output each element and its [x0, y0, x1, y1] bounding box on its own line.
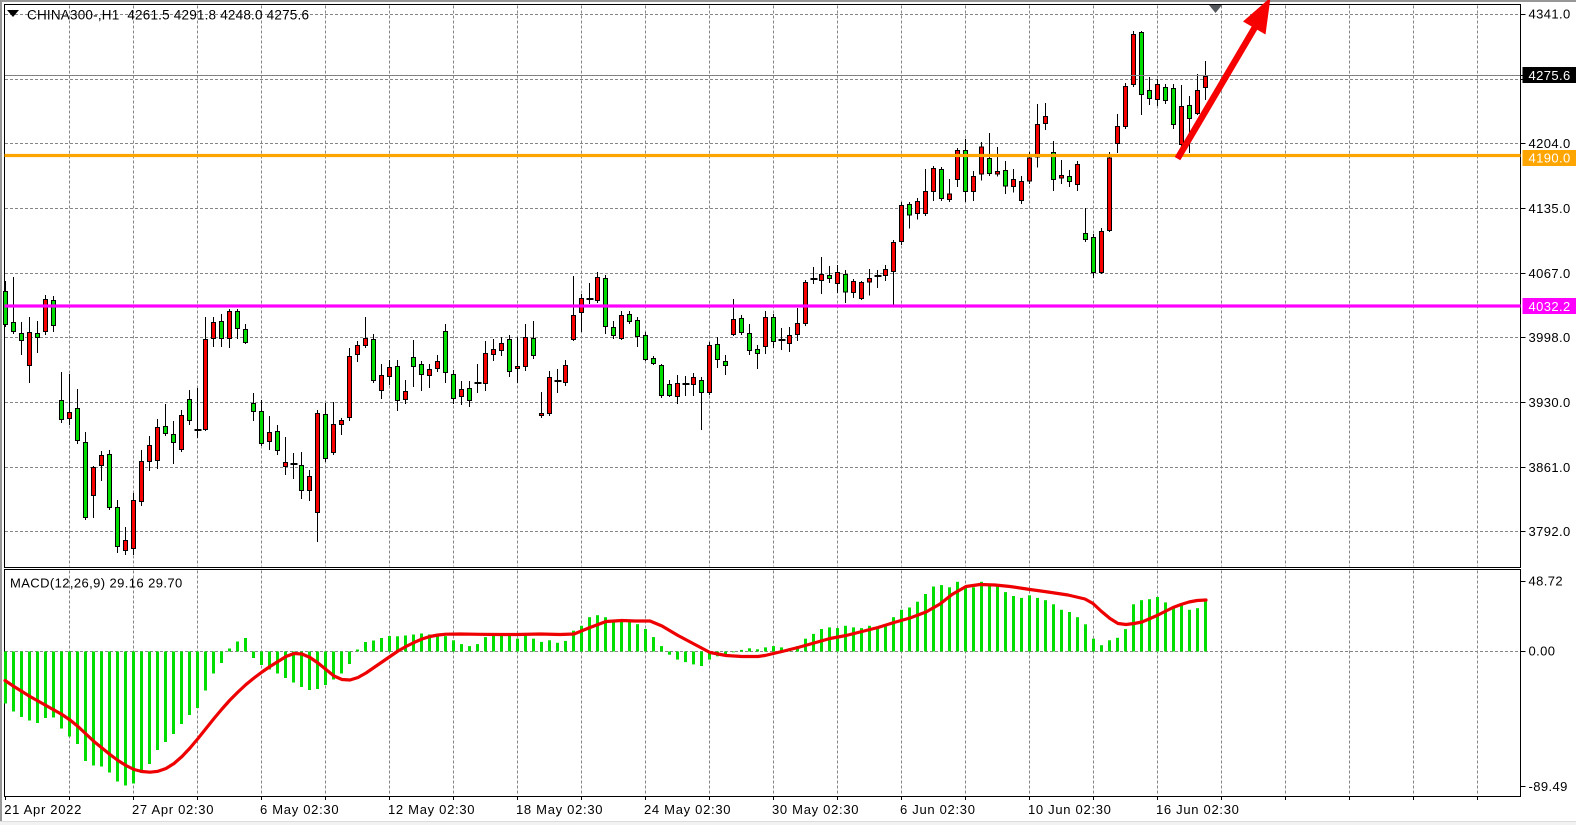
svg-text:4190.0: 4190.0	[1529, 151, 1571, 166]
svg-text:48.72: 48.72	[1529, 574, 1564, 589]
svg-text:18 May 02:30: 18 May 02:30	[516, 802, 603, 817]
svg-text:4204.0: 4204.0	[1529, 136, 1571, 151]
svg-text:3998.0: 3998.0	[1529, 330, 1571, 345]
svg-text:27 Apr 02:30: 27 Apr 02:30	[132, 802, 214, 817]
svg-text:6 May 02:30: 6 May 02:30	[260, 802, 339, 817]
svg-text:3792.0: 3792.0	[1529, 524, 1571, 539]
svg-text:30 May 02:30: 30 May 02:30	[772, 802, 859, 817]
svg-text:4067.0: 4067.0	[1529, 266, 1571, 281]
svg-text:4032.2: 4032.2	[1529, 299, 1571, 314]
svg-text:16 Jun 02:30: 16 Jun 02:30	[1156, 802, 1240, 817]
svg-text:4341.0: 4341.0	[1529, 7, 1571, 22]
svg-text:3861.0: 3861.0	[1529, 460, 1571, 475]
svg-text:6 Jun 02:30: 6 Jun 02:30	[900, 802, 976, 817]
svg-text:-89.49: -89.49	[1529, 779, 1568, 794]
svg-text:4135.0: 4135.0	[1529, 201, 1571, 216]
svg-text:4275.6: 4275.6	[1529, 68, 1571, 83]
svg-text:10 Jun 02:30: 10 Jun 02:30	[1028, 802, 1112, 817]
svg-text:21 Apr 2022: 21 Apr 2022	[4, 802, 82, 817]
svg-text:0.00: 0.00	[1529, 644, 1556, 659]
svg-text:3930.0: 3930.0	[1529, 395, 1571, 410]
svg-text:24 May 02:30: 24 May 02:30	[644, 802, 731, 817]
svg-text:MACD(12,26,9) 29.16 29.70: MACD(12,26,9) 29.16 29.70	[10, 576, 183, 591]
svg-text:CHINA300-,H1 4261.5 4291.8 42: CHINA300-,H1 4261.5 4291.8 4248.0 4275.6	[27, 8, 309, 23]
svg-text:12 May 02:30: 12 May 02:30	[388, 802, 475, 817]
